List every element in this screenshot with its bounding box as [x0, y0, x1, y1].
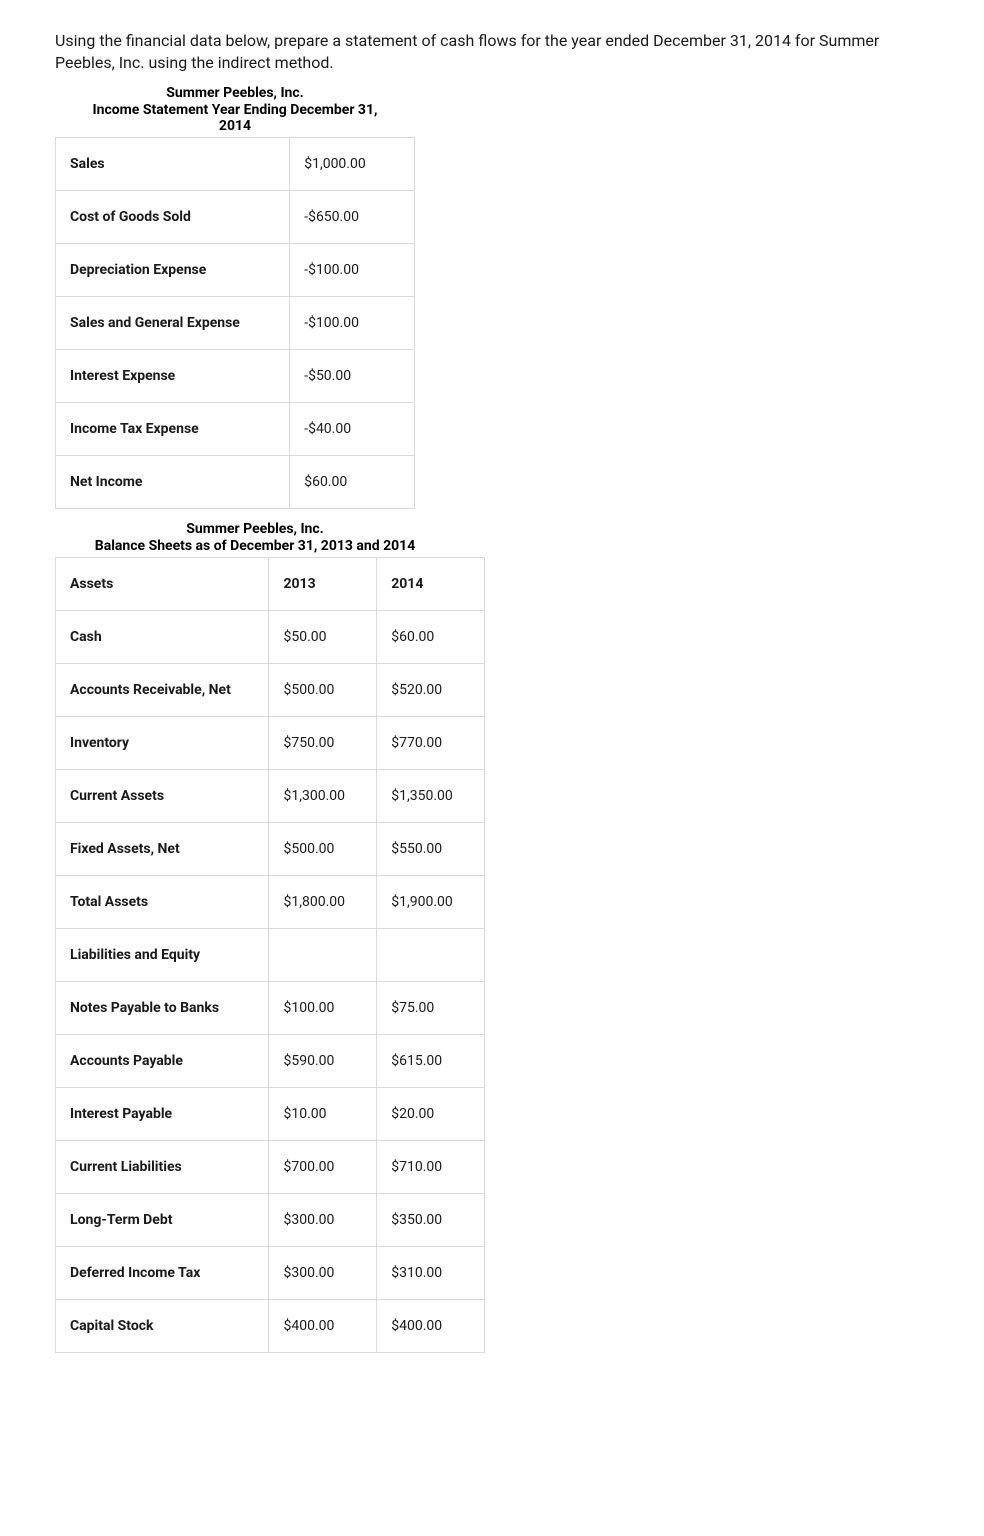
- balance-row-2013: $1,300.00: [269, 769, 377, 822]
- balance-row-label: Deferred Income Tax: [56, 1246, 269, 1299]
- balance-row-2013: $300.00: [269, 1193, 377, 1246]
- balance-row-label: Fixed Assets, Net: [56, 822, 269, 875]
- balance-row-2013: $700.00: [269, 1140, 377, 1193]
- balance-row-2014: $520.00: [377, 663, 485, 716]
- balance-row-2013: $10.00: [269, 1087, 377, 1140]
- table-row: Current Assets$1,300.00$1,350.00: [56, 769, 485, 822]
- balance-sheet-table: Assets 2013 2014 Cash$50.00$60.00Account…: [55, 557, 485, 1353]
- table-row: Accounts Payable$590.00$615.00: [56, 1034, 485, 1087]
- income-statement-table: Sales$1,000.00Cost of Goods Sold-$650.00…: [55, 137, 415, 509]
- balance-row-label: Accounts Payable: [56, 1034, 269, 1087]
- balance-row-2013: $400.00: [269, 1299, 377, 1352]
- balance-row-2014: $400.00: [377, 1299, 485, 1352]
- balance-row-2013: $750.00: [269, 716, 377, 769]
- balance-row-label: Cash: [56, 610, 269, 663]
- table-row: Cash$50.00$60.00: [56, 610, 485, 663]
- table-row: Interest Payable$10.00$20.00: [56, 1087, 485, 1140]
- income-row-value: -$40.00: [290, 403, 415, 456]
- balance-row-2013: $1,800.00: [269, 875, 377, 928]
- balance-header-2013: 2013: [269, 557, 377, 610]
- income-statement-title: Summer Peebles, Inc. Income Statement Ye…: [55, 85, 415, 135]
- balance-row-2013: $500.00: [269, 822, 377, 875]
- table-row: Current Liabilities$700.00$710.00: [56, 1140, 485, 1193]
- income-row-value: -$100.00: [290, 297, 415, 350]
- balance-row-2013: $500.00: [269, 663, 377, 716]
- balance-row-2014: $710.00: [377, 1140, 485, 1193]
- balance-row-2013: [269, 928, 377, 981]
- balance-row-2013: $50.00: [269, 610, 377, 663]
- balance-row-label: Long-Term Debt: [56, 1193, 269, 1246]
- table-row: Interest Expense-$50.00: [56, 350, 415, 403]
- balance-row-label: Liabilities and Equity: [56, 928, 269, 981]
- table-row: Long-Term Debt$300.00$350.00: [56, 1193, 485, 1246]
- income-row-label: Cost of Goods Sold: [56, 191, 290, 244]
- balance-row-label: Current Liabilities: [56, 1140, 269, 1193]
- balance-row-2014: $770.00: [377, 716, 485, 769]
- balance-title-line1: Summer Peebles, Inc.: [55, 521, 455, 538]
- balance-row-label: Interest Payable: [56, 1087, 269, 1140]
- table-row: Deferred Income Tax$300.00$310.00: [56, 1246, 485, 1299]
- table-row: Income Tax Expense-$40.00: [56, 403, 415, 456]
- balance-sheet-title: Summer Peebles, Inc. Balance Sheets as o…: [55, 521, 455, 555]
- balance-row-label: Notes Payable to Banks: [56, 981, 269, 1034]
- intro-paragraph: Using the financial data below, prepare …: [55, 30, 929, 75]
- balance-row-label: Total Assets: [56, 875, 269, 928]
- income-title-line2: Income Statement Year Ending December 31…: [55, 102, 415, 119]
- balance-row-label: Current Assets: [56, 769, 269, 822]
- balance-row-2014: $1,350.00: [377, 769, 485, 822]
- table-row: Sales$1,000.00: [56, 138, 415, 191]
- balance-row-2013: $100.00: [269, 981, 377, 1034]
- income-row-value: -$50.00: [290, 350, 415, 403]
- balance-header-2014: 2014: [377, 557, 485, 610]
- income-row-label: Depreciation Expense: [56, 244, 290, 297]
- table-row: Fixed Assets, Net$500.00$550.00: [56, 822, 485, 875]
- table-row: Total Assets$1,800.00$1,900.00: [56, 875, 485, 928]
- balance-row-2013: $590.00: [269, 1034, 377, 1087]
- income-row-label: Net Income: [56, 456, 290, 509]
- table-row: Notes Payable to Banks$100.00$75.00: [56, 981, 485, 1034]
- table-row: Cost of Goods Sold-$650.00: [56, 191, 415, 244]
- table-row: Net Income$60.00: [56, 456, 415, 509]
- income-title-line3: 2014: [55, 118, 415, 135]
- table-row: Capital Stock$400.00$400.00: [56, 1299, 485, 1352]
- balance-row-2014: $310.00: [377, 1246, 485, 1299]
- balance-row-2014: $60.00: [377, 610, 485, 663]
- balance-row-2014: $1,900.00: [377, 875, 485, 928]
- balance-row-label: Accounts Receivable, Net: [56, 663, 269, 716]
- table-row: Sales and General Expense-$100.00: [56, 297, 415, 350]
- table-row: Depreciation Expense-$100.00: [56, 244, 415, 297]
- balance-row-2014: $615.00: [377, 1034, 485, 1087]
- balance-row-label: Capital Stock: [56, 1299, 269, 1352]
- table-row: Accounts Receivable, Net$500.00$520.00: [56, 663, 485, 716]
- income-row-label: Interest Expense: [56, 350, 290, 403]
- balance-row-2013: $300.00: [269, 1246, 377, 1299]
- balance-header-assets: Assets: [56, 557, 269, 610]
- balance-header-row: Assets 2013 2014: [56, 557, 485, 610]
- income-row-value: $60.00: [290, 456, 415, 509]
- income-row-label: Sales: [56, 138, 290, 191]
- balance-row-2014: $20.00: [377, 1087, 485, 1140]
- balance-row-2014: $550.00: [377, 822, 485, 875]
- income-row-value: -$650.00: [290, 191, 415, 244]
- income-row-label: Sales and General Expense: [56, 297, 290, 350]
- income-row-value: -$100.00: [290, 244, 415, 297]
- balance-row-2014: [377, 928, 485, 981]
- income-row-value: $1,000.00: [290, 138, 415, 191]
- income-title-line1: Summer Peebles, Inc.: [55, 85, 415, 102]
- balance-row-label: Inventory: [56, 716, 269, 769]
- table-row: Liabilities and Equity: [56, 928, 485, 981]
- balance-row-2014: $350.00: [377, 1193, 485, 1246]
- balance-title-line2: Balance Sheets as of December 31, 2013 a…: [55, 538, 455, 555]
- balance-row-2014: $75.00: [377, 981, 485, 1034]
- table-row: Inventory$750.00$770.00: [56, 716, 485, 769]
- income-row-label: Income Tax Expense: [56, 403, 290, 456]
